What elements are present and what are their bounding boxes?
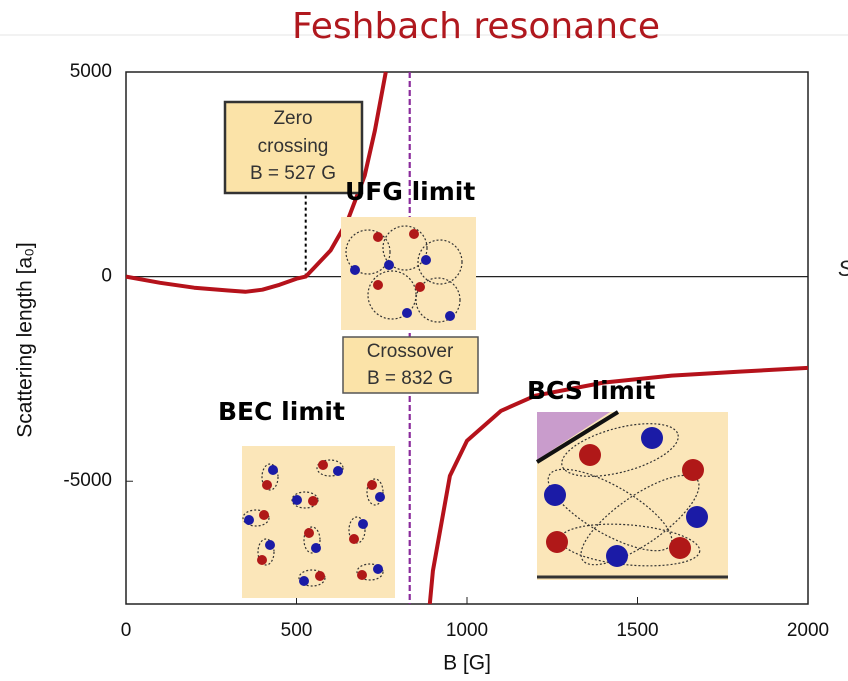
annotation: BCS limit: [527, 376, 655, 405]
annotation: Crossover: [367, 341, 454, 362]
y-tick-label: 5000: [70, 61, 112, 82]
annotation: B = 527 G: [250, 163, 336, 184]
x-tick-label: 500: [281, 620, 313, 641]
y-tick-label: 0: [101, 266, 112, 287]
annotation: UFG limit: [345, 177, 475, 206]
x-tick-label: 0: [121, 620, 132, 641]
annotation: crossing: [258, 136, 329, 157]
x-axis-label: B [G]: [443, 652, 491, 675]
x-tick-label: 1000: [446, 620, 488, 641]
x-tick-label: 2000: [787, 620, 829, 641]
y-tick-label: -5000: [63, 470, 112, 491]
x-tick-label: 1500: [616, 620, 658, 641]
annotation: Zero: [273, 108, 312, 129]
chart-title: Feshbach resonance: [292, 6, 660, 47]
annotation: BEC limit: [218, 397, 345, 426]
y-axis-label: Scattering length [a₀]: [14, 242, 37, 438]
annotation: B = 832 G: [367, 368, 453, 389]
annotation: S: [838, 256, 848, 281]
chart: Feshbach resonance Zero crossing B = 527…: [0, 0, 848, 681]
